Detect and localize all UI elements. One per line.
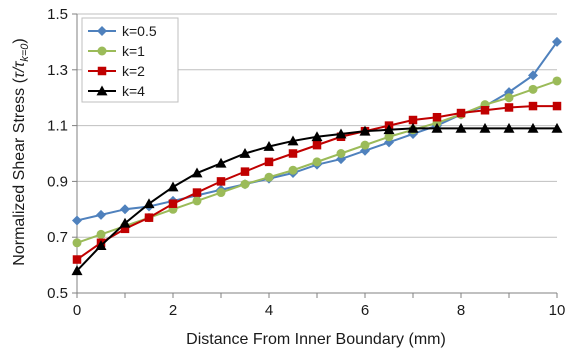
data-point: [72, 215, 82, 226]
x-tick-label: 6: [361, 302, 369, 319]
data-point: [167, 181, 179, 192]
data-point: [287, 135, 299, 146]
series-k=4: [71, 122, 563, 276]
y-tick-label: 0.9: [47, 173, 68, 190]
series-group: [71, 36, 563, 276]
y-axis-title-suffix: ): [11, 38, 28, 43]
data-point: [215, 157, 227, 168]
data-point: [191, 167, 203, 178]
y-tick-label: 0.5: [47, 285, 68, 302]
data-point: [95, 240, 107, 250]
data-point: [335, 128, 347, 139]
data-point: [96, 209, 106, 220]
legend-marker: [97, 66, 107, 76]
data-point: [288, 165, 298, 175]
data-point: [72, 255, 82, 264]
data-point: [384, 132, 394, 142]
data-point: [288, 149, 298, 158]
data-point: [119, 217, 131, 228]
data-point: [72, 238, 82, 248]
data-point: [552, 36, 562, 47]
data-point: [264, 157, 274, 167]
data-point: [263, 141, 275, 151]
data-point: [96, 229, 106, 239]
data-point: [528, 70, 538, 81]
legend-label: k=2: [122, 63, 145, 79]
x-tick-label: 4: [265, 302, 273, 319]
legend-item: k=4: [88, 83, 145, 99]
data-point: [528, 84, 538, 94]
data-point: [264, 172, 274, 182]
data-point: [240, 167, 250, 176]
data-point: [431, 122, 443, 133]
legend-items: k=0.5 k=1 k=2 k=4: [88, 23, 157, 99]
data-point: [312, 157, 322, 167]
y-axis-title-tau: τ/τ: [11, 61, 28, 78]
y-tick-label: 1.5: [47, 6, 68, 23]
data-point: [360, 140, 370, 150]
data-point: [71, 265, 83, 276]
data-point: [336, 149, 346, 158]
y-axis-title-subscript: k=0: [19, 43, 31, 62]
x-tick-label: 0: [73, 302, 81, 319]
legend-marker: [97, 46, 107, 56]
y-axis-title-prefix: Normalized Shear Stress (: [11, 77, 28, 265]
legend-item: k=1: [88, 43, 145, 59]
data-point: [239, 148, 251, 158]
y-tick-label: 1.1: [47, 118, 68, 135]
data-point: [240, 179, 250, 189]
data-point: [527, 122, 539, 133]
x-tick-label: 8: [457, 302, 465, 319]
data-point: [455, 122, 467, 133]
data-point: [552, 101, 562, 111]
data-point: [192, 196, 202, 206]
legend-marker: [97, 26, 107, 36]
data-point: [312, 140, 322, 150]
data-point: [143, 198, 155, 209]
data-point: [144, 213, 154, 222]
data-point: [504, 93, 514, 103]
x-axis-title: Distance From Inner Boundary (mm): [186, 331, 446, 348]
data-point: [552, 76, 562, 86]
legend-item: k=0.5: [88, 23, 157, 39]
data-point: [120, 224, 130, 234]
data-point: [168, 199, 178, 208]
data-point: [216, 177, 226, 186]
y-tick-label: 1.3: [47, 62, 68, 79]
data-point: [192, 188, 202, 197]
data-point: [456, 108, 466, 118]
data-point: [480, 106, 490, 115]
legend-item: k=2: [88, 63, 145, 79]
y-axis-title: Normalized Shear Stress (τ/τk=0): [11, 38, 31, 265]
x-tick-label: 2: [169, 302, 177, 319]
data-point: [432, 112, 442, 122]
data-point: [311, 131, 323, 142]
data-point: [120, 204, 130, 215]
data-point: [504, 103, 514, 112]
data-point: [216, 188, 226, 198]
legend: k=0.5 k=1 k=2 k=4: [81, 17, 179, 103]
data-point: [408, 115, 418, 125]
tick-labels: 0.5 0.7 0.9 1.1 1.3 1.5 0 2 4 6 8 10: [47, 6, 565, 319]
x-tick-label: 10: [549, 302, 566, 319]
legend-label: k=1: [122, 43, 145, 59]
data-point: [503, 122, 515, 133]
data-point: [528, 101, 538, 111]
data-point: [551, 122, 563, 133]
legend-marker: [96, 85, 108, 96]
data-point: [407, 122, 419, 133]
y-tick-label: 0.7: [47, 229, 68, 246]
legend-label: k=4: [122, 83, 145, 99]
legend-label: k=0.5: [122, 23, 157, 39]
data-point: [479, 122, 491, 133]
data-point: [359, 125, 371, 136]
data-point: [383, 124, 395, 135]
